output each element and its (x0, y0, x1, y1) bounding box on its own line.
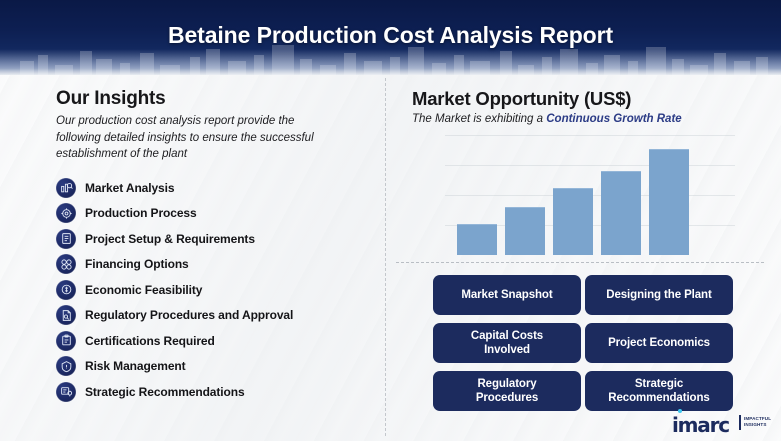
list-item-label: Regulatory Procedures and Approval (85, 308, 294, 323)
list-item-label: Strategic Recommendations (85, 384, 245, 399)
logo-separator (739, 415, 741, 430)
list-item[interactable]: Production Process (56, 201, 376, 227)
header-haze (0, 49, 781, 75)
regulatory-procedures-icon (56, 305, 76, 326)
button-project-economics[interactable]: Project Economics (585, 323, 733, 363)
navigation-button-grid: Market Snapshot Designing the Plant Capi… (433, 275, 733, 411)
list-item-label: Production Process (85, 206, 197, 221)
button-regulatory-procedures[interactable]: Regulatory Procedures (433, 371, 581, 411)
list-item[interactable]: Economic Feasibility (56, 277, 376, 303)
logo-tagline: IMPACTFUL INSIGHTS (744, 416, 772, 427)
chart-divider-horizontal (396, 262, 764, 263)
list-item[interactable]: Financing Options (56, 252, 376, 278)
button-designing-the-plant[interactable]: Designing the Plant (585, 275, 733, 315)
list-item[interactable]: Risk Management (56, 354, 376, 380)
financing-options-icon (56, 254, 76, 275)
subtitle-prefix: The Market is exhibiting a (412, 113, 547, 125)
market-analysis-icon (56, 177, 76, 198)
header-banner: Betaine Production Cost Analysis Report (0, 0, 781, 75)
panel-divider-vertical (385, 78, 386, 436)
economic-feasibility-icon (56, 279, 76, 300)
list-item[interactable]: Certifications Required (56, 328, 376, 354)
list-item-label: Certifications Required (85, 333, 215, 348)
chart-bar (457, 224, 497, 255)
list-item[interactable]: Regulatory Procedures and Approval (56, 303, 376, 329)
subtitle-accent: Continuous Growth Rate (546, 113, 682, 125)
market-panel: Market Opportunity (US$) The Market is e… (385, 75, 781, 441)
market-opportunity-title: Market Opportunity (US$) (412, 88, 632, 109)
insights-description: Our production cost analysis report prov… (56, 115, 314, 160)
logo-wordmark: imarc (672, 413, 730, 437)
list-item-label: Economic Feasibility (85, 282, 203, 297)
list-item[interactable]: Project Setup & Requirements (56, 226, 376, 252)
chart-bar (601, 171, 641, 255)
market-opportunity-chart (445, 135, 735, 255)
button-capital-costs-involved[interactable]: Capital Costs Involved (433, 323, 581, 363)
button-market-snapshot[interactable]: Market Snapshot (433, 275, 581, 315)
chart-bar (649, 149, 689, 255)
insights-panel: Our Insights Our production cost analysi… (0, 75, 385, 441)
list-item-label: Market Analysis (85, 180, 175, 195)
insights-list: Market Analysis Production Process (56, 175, 376, 405)
project-setup-icon (56, 228, 76, 249)
production-process-icon (56, 203, 76, 224)
risk-management-icon (56, 356, 76, 377)
strategic-recommendations-icon (56, 381, 76, 402)
chart-bar (505, 207, 545, 255)
list-item[interactable]: Market Analysis (56, 175, 376, 201)
insights-title: Our Insights (56, 88, 166, 109)
list-item-label: Project Setup & Requirements (85, 231, 255, 246)
list-item-label: Financing Options (85, 257, 189, 272)
page-title: Betaine Production Cost Analysis Report (167, 22, 614, 48)
list-item[interactable]: Strategic Recommendations (56, 379, 376, 405)
chart-bars (457, 135, 689, 255)
market-opportunity-subtitle: The Market is exhibiting a Continuous Gr… (412, 113, 682, 125)
certifications-icon (56, 330, 76, 351)
list-item-label: Risk Management (85, 359, 186, 374)
logo-dot-icon (678, 409, 682, 413)
button-strategic-recommendations[interactable]: Strategic Recommendations (585, 371, 733, 411)
imarc-logo: imarc IMPACTFUL INSIGHTS (672, 408, 772, 438)
chart-bar (553, 188, 593, 255)
